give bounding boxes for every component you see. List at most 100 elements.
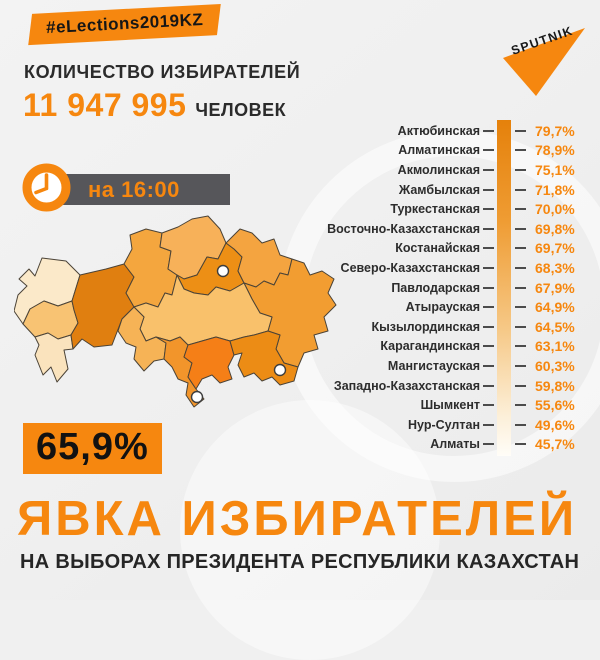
right-tick <box>512 266 528 269</box>
city-dot-nur-sultan <box>216 264 230 278</box>
region-value: 45,7% <box>535 436 575 453</box>
region-row: Нур-Султан 49,6% <box>332 415 590 435</box>
hashtag-badge: #eLections2019KZ <box>28 3 222 46</box>
clock-icon <box>22 163 71 212</box>
region-row: Западно-Казахстанская 59,8% <box>332 376 590 396</box>
region-row: Северо-Казахстанская 68,3% <box>332 258 590 278</box>
voters-count-unit: ЧЕЛОВЕК <box>195 100 287 120</box>
left-tick <box>480 443 496 446</box>
right-tick <box>512 227 528 230</box>
left-tick <box>480 423 496 426</box>
region-value: 70,0% <box>535 201 575 218</box>
headline-subtitle: НА ВЫБОРАХ ПРЕЗИДЕНТА РЕСПУБЛИКИ КАЗАХСТ… <box>20 551 580 573</box>
right-tick <box>512 208 528 211</box>
map-region-turkestanskaya <box>155 336 205 408</box>
map-region-zhambylskaya <box>183 336 235 390</box>
time-badge-label: на 16:00 <box>88 176 180 202</box>
region-row: Шымкент 55,6% <box>332 395 590 415</box>
region-row: Алматинская 78,9% <box>332 141 590 161</box>
sputnik-logo: SPUTNIK <box>503 26 585 96</box>
hashtag-text: #eLections2019KZ <box>45 9 204 38</box>
total-turnout-badge: 65,9% <box>23 423 162 474</box>
region-name: Карагандинская <box>380 339 480 354</box>
region-name: Туркестанская <box>390 202 480 217</box>
left-tick <box>480 168 496 171</box>
region-name: Нур-Султан <box>408 417 480 432</box>
region-value: 49,6% <box>535 416 575 433</box>
region-value: 64,9% <box>535 299 575 316</box>
right-tick <box>512 149 528 152</box>
right-tick <box>512 188 528 191</box>
region-value: 78,9% <box>535 142 575 159</box>
region-row: Кызылординская 64,5% <box>332 317 590 337</box>
region-name: Жамбылская <box>398 182 480 197</box>
region-value: 69,7% <box>535 240 575 257</box>
region-row: Карагандинская 63,1% <box>332 337 590 357</box>
city-dot-almaty <box>273 363 287 377</box>
right-tick <box>512 364 528 367</box>
right-tick <box>512 129 528 132</box>
region-value: 60,3% <box>535 357 575 374</box>
time-badge: на 16:00 <box>56 174 230 205</box>
region-value: 67,9% <box>535 279 575 296</box>
region-name: Северо-Казахстанская <box>340 260 480 275</box>
region-name: Павлодарская <box>391 280 480 295</box>
voters-count-value: 11 947 995 <box>23 87 187 123</box>
total-turnout-value: 65,9% <box>36 426 149 468</box>
region-value: 63,1% <box>535 338 575 355</box>
infographic-canvas: #eLections2019KZ SPUTNIK КОЛИЧЕСТВО ИЗБИ… <box>0 0 600 600</box>
region-name: Мангистауская <box>387 358 480 373</box>
left-tick <box>480 306 496 309</box>
voters-count-row: 11 947 995 ЧЕЛОВЕК <box>23 87 286 124</box>
left-tick <box>480 247 496 250</box>
region-row: Акмолинская 75,1% <box>332 160 590 180</box>
region-name: Костанайская <box>395 241 480 256</box>
left-tick <box>480 266 496 269</box>
left-tick <box>480 345 496 348</box>
map-region-mangistauskaya <box>34 332 74 383</box>
left-tick <box>480 208 496 211</box>
right-tick <box>512 247 528 250</box>
left-tick <box>480 129 496 132</box>
region-name: Актюбинская <box>397 123 480 138</box>
region-value: 68,3% <box>535 259 575 276</box>
left-tick <box>480 227 496 230</box>
right-tick <box>512 306 528 309</box>
turnout-color-scale <box>497 120 511 456</box>
region-row: Алматы 45,7% <box>332 435 590 455</box>
region-name: Атырауская <box>405 300 480 315</box>
region-value: 71,8% <box>535 181 575 198</box>
right-tick <box>512 345 528 348</box>
sputnik-triangle-icon <box>503 28 585 96</box>
region-row: Жамбылская 71,8% <box>332 180 590 200</box>
region-row: Костанайская 69,7% <box>332 239 590 259</box>
left-tick <box>480 149 496 152</box>
region-value: 75,1% <box>535 161 575 178</box>
region-name: Восточно-Казахстанская <box>327 221 480 236</box>
region-row: Атырауская 64,9% <box>332 297 590 317</box>
left-tick <box>480 286 496 289</box>
right-tick <box>512 443 528 446</box>
voters-count-title: КОЛИЧЕСТВО ИЗБИРАТЕЛЕЙ <box>24 62 301 82</box>
city-dot-shymkent <box>190 390 204 404</box>
left-tick <box>480 384 496 387</box>
region-value: 69,8% <box>535 220 575 237</box>
region-name: Западно-Казахстанская <box>333 378 480 393</box>
left-tick <box>480 364 496 367</box>
region-turnout-list: Актюбинская 79,7% Алматинская 78,9% Акмо… <box>327 120 590 456</box>
right-tick <box>512 423 528 426</box>
right-tick <box>512 286 528 289</box>
right-tick <box>512 384 528 387</box>
region-value: 64,5% <box>535 318 575 335</box>
left-tick <box>480 325 496 328</box>
region-name: Алматинская <box>398 143 480 158</box>
region-row: Мангистауская 60,3% <box>332 356 590 376</box>
region-value: 55,6% <box>535 397 575 414</box>
region-name: Шымкент <box>420 398 480 413</box>
left-tick <box>480 404 496 407</box>
headline-title: ЯВКА ИЗБИРАТЕЛЕЙ <box>17 492 578 546</box>
left-tick <box>480 188 496 191</box>
region-row: Восточно-Казахстанская 69,8% <box>327 219 590 239</box>
region-row: Актюбинская 79,7% <box>332 121 590 141</box>
kazakhstan-region-map <box>14 215 337 408</box>
